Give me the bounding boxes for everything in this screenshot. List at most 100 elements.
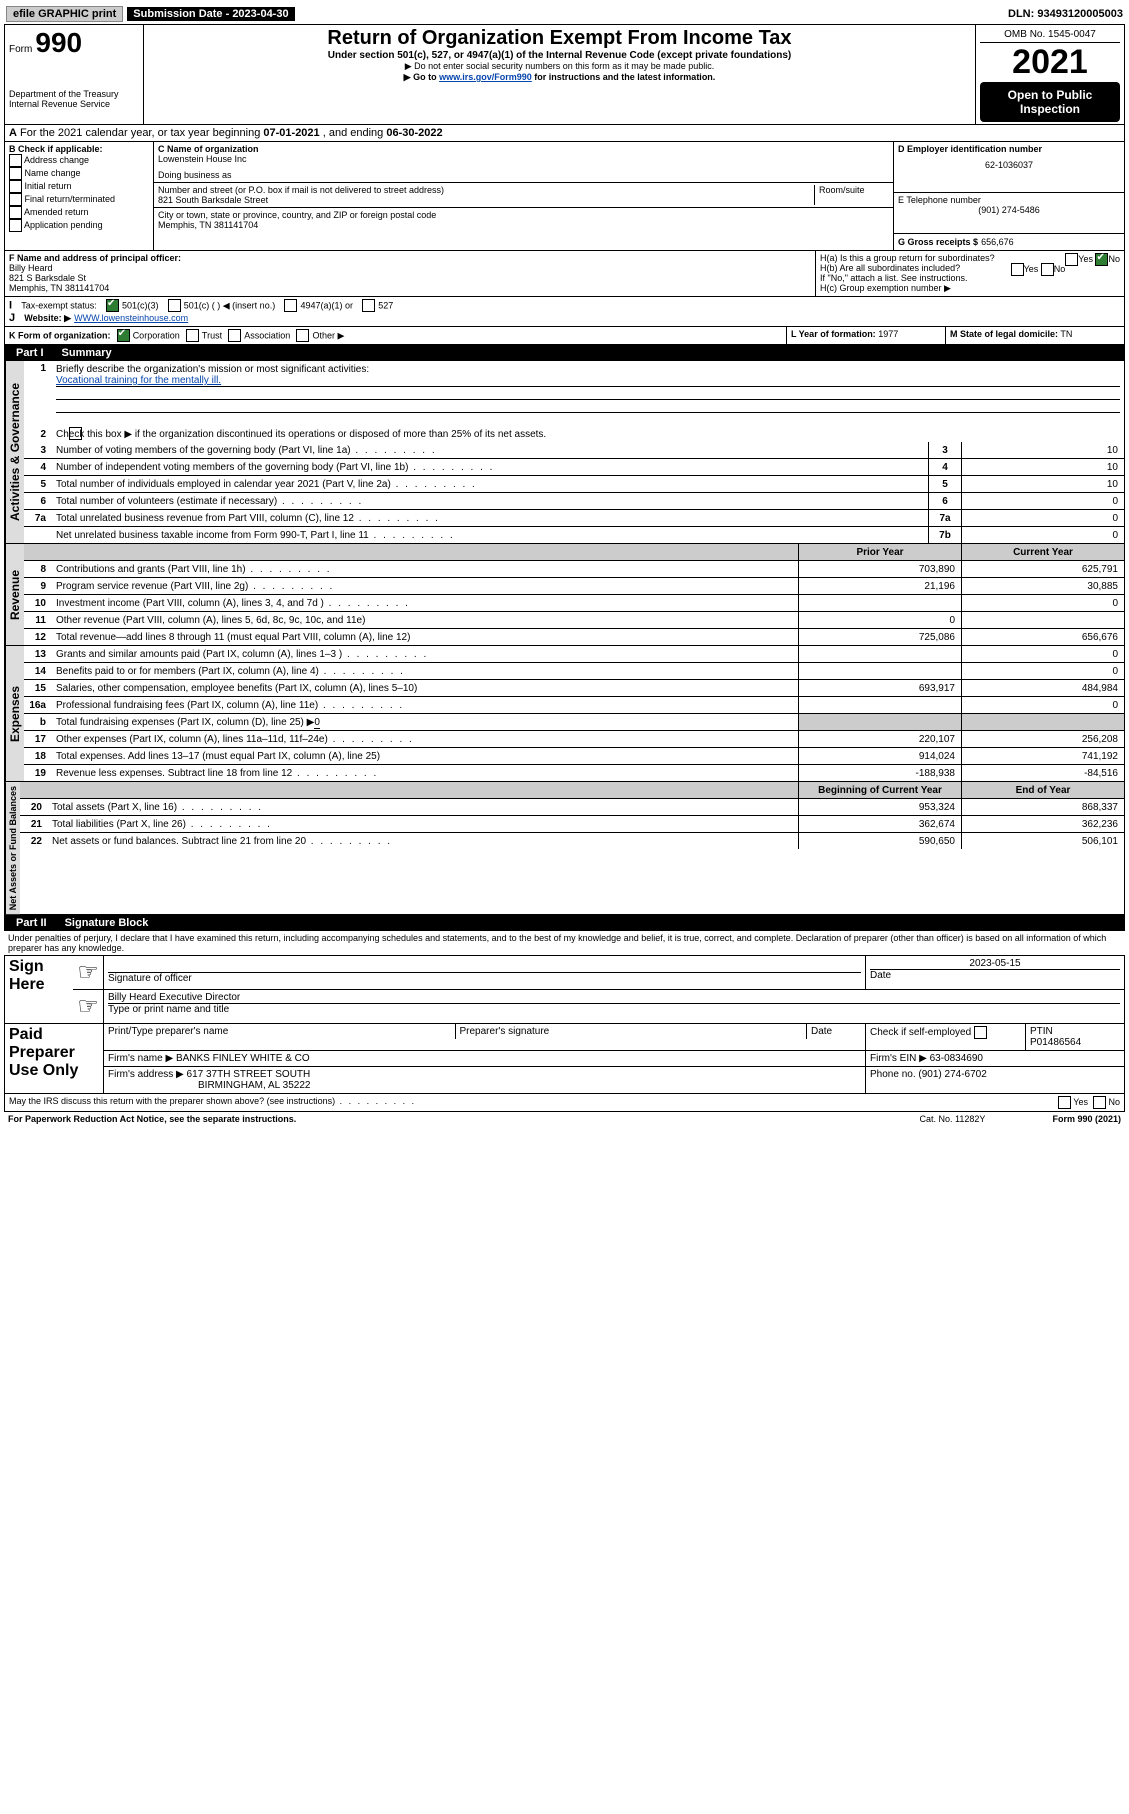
subtitle-3: ▶ Go to www.irs.gov/Form990 for instruct… — [152, 72, 967, 83]
cb-hb-no[interactable] — [1041, 263, 1054, 276]
name-label: C Name of organization — [158, 144, 889, 154]
prep-name-label: Print/Type preparer's name — [104, 1024, 456, 1039]
cb-ha-yes[interactable] — [1065, 253, 1078, 266]
section-netassets: Net Assets or Fund Balances Beginning of… — [4, 782, 1125, 915]
room-label: Room/suite — [814, 185, 889, 205]
section-expenses: Expenses 13Grants and similar amounts pa… — [4, 646, 1125, 782]
section-revenue: Revenue Prior Year Current Year 8Contrib… — [4, 544, 1125, 646]
type-name-label: Type or print name and title — [108, 1004, 229, 1015]
form-title: Return of Organization Exempt From Incom… — [152, 27, 967, 50]
firm-ein-label: Firm's EIN ▶ — [870, 1053, 927, 1064]
col-current: Current Year — [961, 544, 1124, 560]
identity-block: B Check if applicable: Address change Na… — [4, 142, 1125, 251]
firm-addr-label: Firm's address ▶ — [108, 1069, 184, 1080]
form-word: Form — [9, 44, 32, 55]
subtitle-1: Under section 501(c), 527, or 4947(a)(1)… — [152, 50, 967, 61]
tax-year: 2021 — [980, 43, 1120, 82]
phone: (901) 274-5486 — [898, 205, 1120, 215]
dba-label: Doing business as — [158, 170, 889, 180]
cb-name-change[interactable] — [9, 167, 22, 180]
cb-501c[interactable] — [168, 299, 181, 312]
street: 821 South Barksdale Street — [158, 195, 814, 205]
vlabel-revenue: Revenue — [5, 544, 24, 645]
ein: 62-1036037 — [898, 154, 1120, 170]
cb-discuss-no[interactable] — [1093, 1096, 1106, 1109]
prep-sig-label: Preparer's signature — [456, 1024, 808, 1039]
form-header: Form 990 Department of the Treasury Inte… — [4, 24, 1125, 125]
val-5: 10 — [961, 476, 1124, 492]
val-3: 10 — [961, 442, 1124, 458]
cb-ha-no[interactable] — [1095, 253, 1108, 266]
website-link[interactable]: WWW.lowensteinhouse.com — [74, 313, 188, 323]
irs-label: Internal Revenue Service — [9, 99, 139, 109]
cb-discuss-yes[interactable] — [1058, 1096, 1071, 1109]
sig-officer-label: Signature of officer — [108, 973, 192, 984]
officer-name-title: Billy Heard Executive Director — [108, 992, 1120, 1003]
city: Memphis, TN 381141704 — [158, 220, 889, 230]
sig-date-label: Date — [870, 970, 891, 981]
cb-501c3[interactable] — [106, 299, 119, 312]
firm-addr2: BIRMINGHAM, AL 35222 — [198, 1080, 310, 1091]
firm-ein: 63-0834690 — [930, 1053, 983, 1064]
cb-address-change[interactable] — [9, 154, 22, 167]
cb-trust[interactable] — [186, 329, 199, 342]
gross-value: 656,676 — [981, 237, 1014, 247]
state-domicile: TN — [1060, 329, 1072, 339]
ptin-label: PTIN — [1030, 1026, 1053, 1037]
k-l-m-block: K Form of organization: Corporation Trus… — [4, 327, 1125, 345]
firm-name: BANKS FINLEY WHITE & CO — [176, 1053, 310, 1064]
paperwork-notice: For Paperwork Reduction Act Notice, see … — [8, 1114, 852, 1124]
part-ii-header: Part II Signature Block — [4, 915, 1125, 931]
val-4: 10 — [961, 459, 1124, 475]
cb-527[interactable] — [362, 299, 375, 312]
sig-date: 2023-05-15 — [870, 958, 1120, 969]
cb-hb-yes[interactable] — [1011, 263, 1024, 276]
dept-treasury: Department of the Treasury — [9, 89, 139, 99]
line1-label: Briefly describe the organization's miss… — [56, 364, 369, 375]
section-b-label: B Check if applicable: — [9, 144, 149, 154]
cb-initial-return[interactable] — [9, 180, 22, 193]
cb-amended-return[interactable] — [9, 206, 22, 219]
subtitle-2: ▶ Do not enter social security numbers o… — [152, 61, 967, 72]
line-a: A For the 2021 calendar year, or tax yea… — [4, 125, 1125, 142]
cb-4947[interactable] — [284, 299, 297, 312]
vlabel-netassets: Net Assets or Fund Balances — [5, 782, 20, 914]
h-note: If "No," attach a list. See instructions… — [820, 273, 1120, 283]
cb-corp[interactable] — [117, 329, 130, 342]
val-7b: 0 — [961, 527, 1124, 543]
f-label: F Name and address of principal officer: — [9, 253, 811, 263]
section-activities: Activities & Governance 1 Briefly descri… — [4, 361, 1125, 544]
val-6: 0 — [961, 493, 1124, 509]
signature-table: Sign Here ☞ Signature of officer 2023-05… — [4, 955, 1125, 1094]
officer-addr1: 821 S Barksdale St — [9, 273, 811, 283]
col-prior: Prior Year — [798, 544, 961, 560]
efile-button[interactable]: efile GRAPHIC print — [6, 6, 123, 22]
sign-here-label: Sign Here — [9, 958, 69, 994]
cb-line2[interactable] — [69, 427, 82, 440]
officer-name: Billy Heard — [9, 263, 811, 273]
irs-link[interactable]: www.irs.gov/Form990 — [439, 72, 532, 82]
officer-addr2: Memphis, TN 381141704 — [9, 283, 811, 293]
cb-assoc[interactable] — [228, 329, 241, 342]
line1-value[interactable]: Vocational training for the mentally ill… — [56, 375, 221, 386]
paid-preparer-label: Paid Preparer Use Only — [9, 1026, 99, 1080]
cb-application-pending[interactable] — [9, 219, 22, 232]
prep-date-label: Date — [807, 1024, 865, 1039]
city-label: City or town, state or province, country… — [158, 210, 889, 220]
discuss-label: May the IRS discuss this return with the… — [9, 1096, 1058, 1109]
org-name: Lowenstein House Inc — [158, 154, 889, 164]
cb-other[interactable] — [296, 329, 309, 342]
gross-label: G Gross receipts $ — [898, 237, 978, 247]
year-formation: 1977 — [878, 329, 898, 339]
omb-number: OMB No. 1545-0047 — [980, 27, 1120, 43]
i-j-block: I Tax-exempt status: 501(c)(3) 501(c) ( … — [4, 297, 1125, 327]
vlabel-expenses: Expenses — [5, 646, 24, 781]
penalty-text: Under penalties of perjury, I declare th… — [4, 931, 1125, 955]
firm-name-label: Firm's name ▶ — [108, 1053, 173, 1064]
col-end: End of Year — [961, 782, 1124, 798]
firm-phone-label: Phone no. — [870, 1069, 916, 1080]
submission-date: Submission Date - 2023-04-30 — [127, 7, 294, 21]
cb-self-employed[interactable] — [974, 1026, 987, 1039]
part-i-header: Part I Summary — [4, 345, 1125, 361]
cb-final-return[interactable] — [9, 193, 22, 206]
